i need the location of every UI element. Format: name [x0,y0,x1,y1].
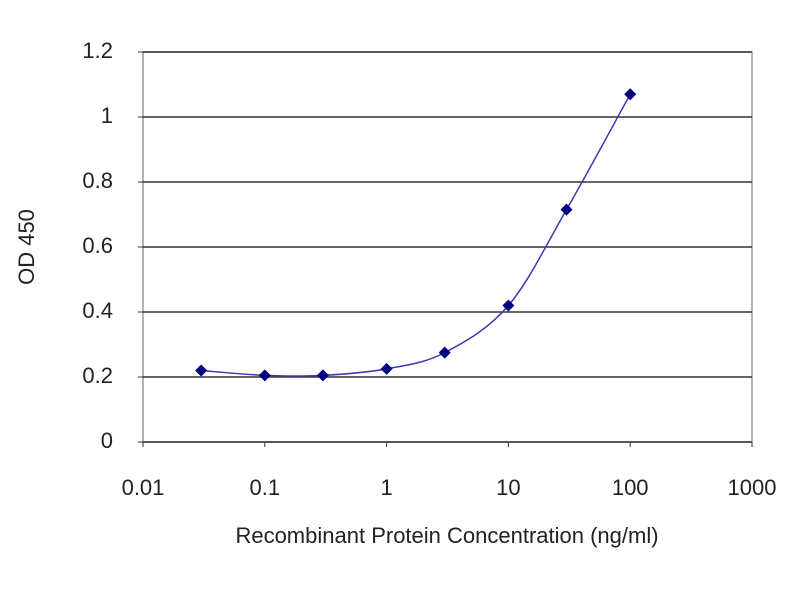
y-tick-label: 0.6 [82,233,113,258]
data-point [502,299,515,312]
y-tick-label: 0 [101,428,113,453]
x-tick-label: 0.1 [250,475,281,500]
data-point [258,369,271,382]
y-tick-label: 0.2 [82,363,113,388]
data-point [380,362,393,375]
data-point [195,364,208,377]
data-point [438,346,451,359]
y-tick-label: 0.8 [82,168,113,193]
x-tick-label: 100 [612,475,649,500]
y-tick-label: 1.2 [82,38,113,63]
x-tick-label: 1000 [728,475,777,500]
data-point [560,203,573,216]
x-tick-label: 10 [496,475,520,500]
x-tick-label: 1 [380,475,392,500]
y-axis-label: OD 450 [14,209,39,285]
data-point [624,88,637,101]
x-axis-label: Recombinant Protein Concentration (ng/ml… [235,523,658,548]
y-tick-label: 0.4 [82,298,113,323]
x-tick-label: 0.01 [122,475,165,500]
y-tick-label: 1 [101,103,113,128]
data-line [201,93,631,377]
data-point [316,369,329,382]
